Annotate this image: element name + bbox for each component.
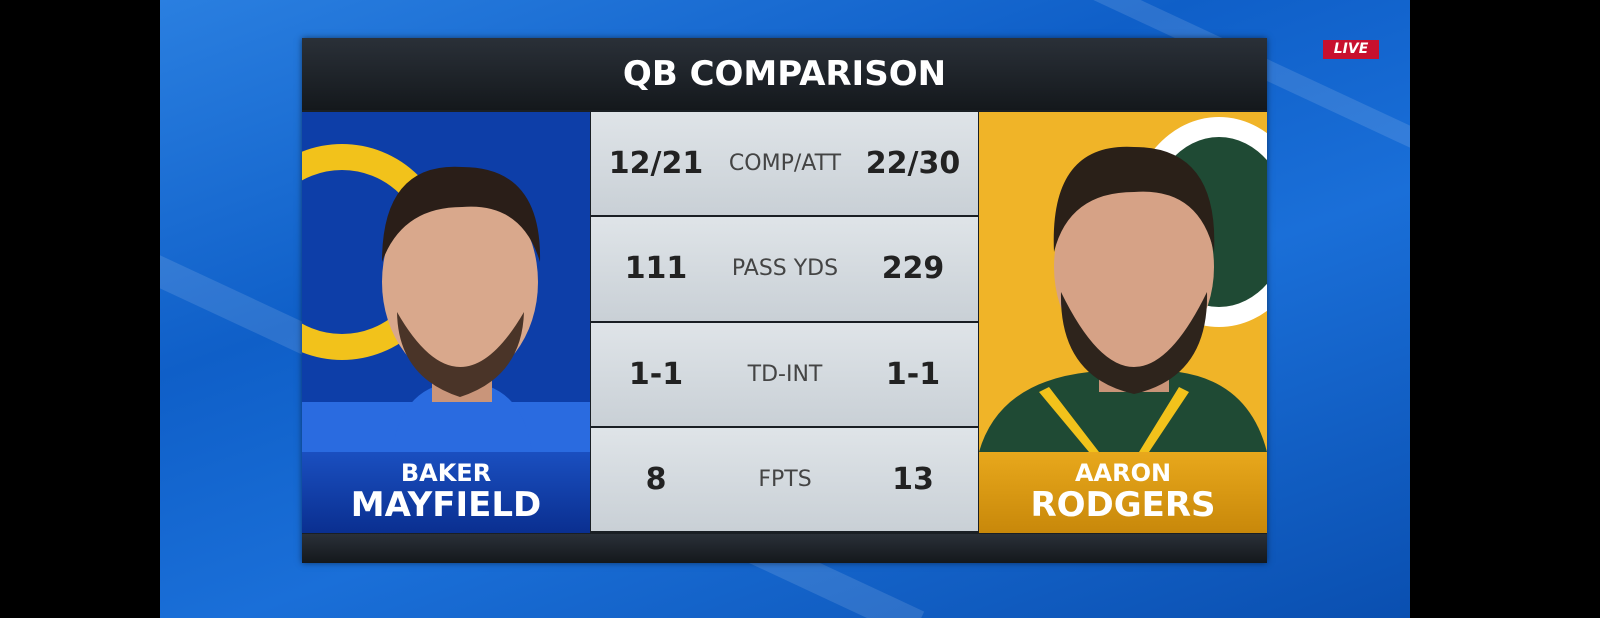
stat-row: 12/21 COMP/ATT 22/30 xyxy=(591,112,978,216)
stats-table: 12/21 COMP/ATT 22/30 111 PASS YDS 229 1-1 TD-IN… xyxy=(591,112,978,533)
stat-label: COMP/ATT xyxy=(728,151,842,176)
hair xyxy=(1053,146,1215,252)
player-photo xyxy=(302,144,590,462)
stat-row: 8 FPTS 13 xyxy=(591,427,978,531)
collar xyxy=(1039,387,1189,452)
right-value: 1-1 xyxy=(885,356,941,392)
first-name: AARON xyxy=(1074,459,1172,487)
right-value: 22/30 xyxy=(865,146,961,181)
last-name: RODGERS xyxy=(1030,485,1216,525)
live-badge: LIVE xyxy=(1323,40,1379,59)
player-name: BAKER MAYFIELD xyxy=(302,452,590,533)
comparison-panel: QB COMPARISON BAKER MAYFIELD 12/21 COMP/A… xyxy=(302,38,1267,563)
stat-row: 111 PASS YDS 229 xyxy=(591,217,978,321)
player-name: AARON RODGERS xyxy=(979,452,1267,533)
stat-row: 1-1 TD-INT 1-1 xyxy=(591,322,978,426)
face xyxy=(1054,167,1214,367)
title: QB COMPARISON xyxy=(302,38,1267,110)
footer-bar xyxy=(302,534,1267,563)
stat-label: FPTS xyxy=(758,466,812,492)
left-value: 8 xyxy=(645,461,667,497)
left-value: 111 xyxy=(624,251,688,287)
shoulders xyxy=(392,382,532,452)
last-name: MAYFIELD xyxy=(350,485,542,525)
right-value: 229 xyxy=(881,251,945,287)
player-photo xyxy=(979,117,1267,452)
left-value: 1-1 xyxy=(628,356,684,392)
first-name: BAKER xyxy=(400,459,492,487)
beard xyxy=(397,312,524,397)
left-value: 12/21 xyxy=(608,146,704,181)
beard xyxy=(1060,292,1208,394)
stat-label: TD-INT xyxy=(747,361,823,387)
face xyxy=(382,182,538,382)
stat-label: PASS YDS xyxy=(731,256,839,282)
right-value: 13 xyxy=(892,461,934,497)
hair xyxy=(382,166,541,262)
player-card: BAKER MAYFIELD xyxy=(302,112,590,533)
player-card: AARON RODGERS xyxy=(979,112,1267,533)
